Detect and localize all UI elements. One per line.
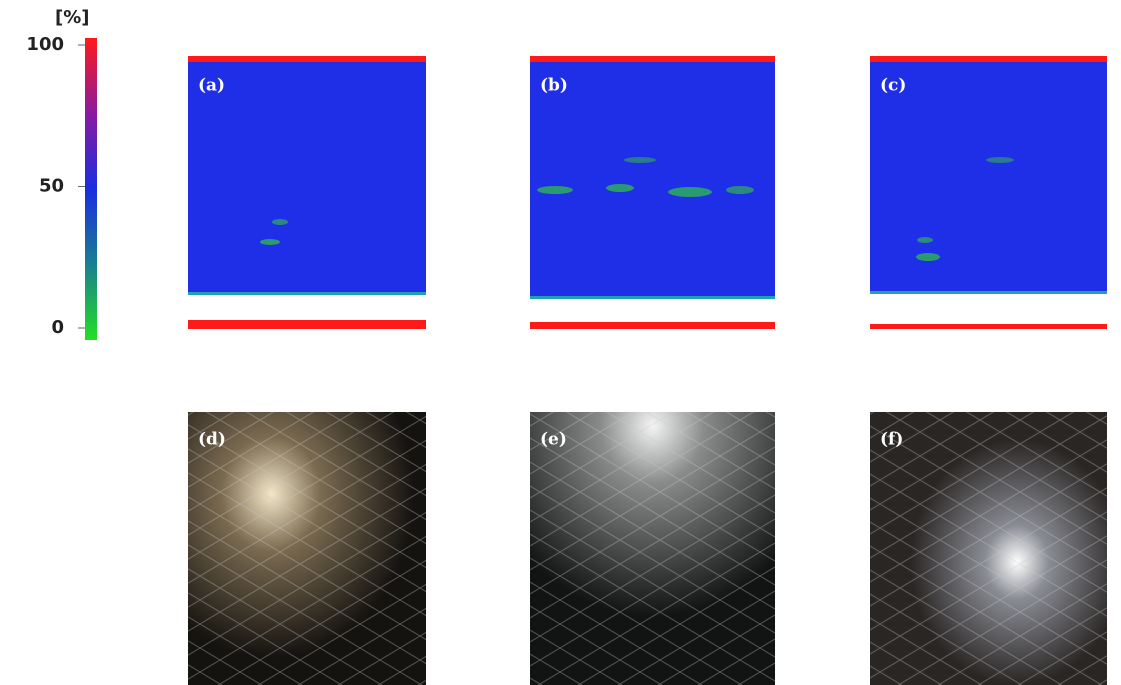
panel-label: (c) (880, 76, 906, 96)
colorbar-ticks: 0 50 100 (26, 34, 85, 338)
photo-grid (870, 412, 1107, 685)
tick-label: 50 (39, 176, 64, 197)
top-panels (188, 56, 1107, 329)
photo-grid (530, 412, 775, 685)
panel-label: (e) (540, 430, 567, 450)
tick-label: 0 (51, 317, 64, 338)
panel-label: (b) (540, 76, 568, 96)
panel-label: (a) (198, 76, 225, 96)
panel-label: (d) (198, 430, 226, 450)
figure: [%] 0 50 100 (0, 0, 1121, 685)
tick-label: 100 (26, 34, 64, 55)
panel (870, 56, 1107, 329)
panel-label: (f) (880, 430, 903, 450)
colorbar-label: [%] (55, 7, 90, 28)
panel (188, 56, 426, 329)
photo-grid (188, 412, 426, 685)
panel (530, 56, 775, 329)
colorbar (85, 38, 97, 340)
bottom-panels (188, 412, 1107, 685)
